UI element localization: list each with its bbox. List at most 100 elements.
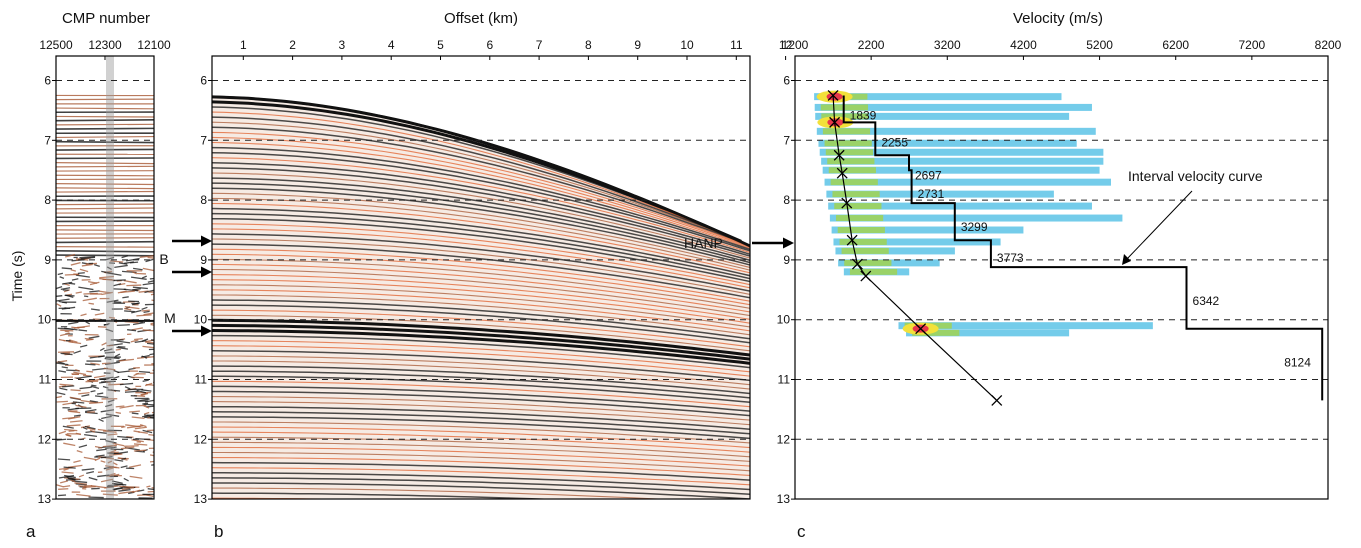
panel-b-y-ticks: 6 7 8 9 10 11 12 13 [194, 74, 212, 506]
x-tick-label: 2200 [858, 38, 885, 52]
y-tick-label: 8 [200, 193, 207, 207]
panel-b-x-ticks: 1 2 3 4 5 6 7 8 9 10 11 12 [240, 38, 793, 60]
y-tick-label: 11 [39, 373, 52, 387]
interval-velocity-label: 2697 [915, 168, 942, 182]
y-tick-label: 13 [777, 492, 791, 506]
semblance-peak [822, 128, 871, 135]
y-axis-label: Time (s) [9, 251, 25, 302]
x-tick-label: 9 [634, 38, 641, 52]
semblance-band [906, 329, 1070, 337]
semblance-peak [835, 215, 884, 222]
semblance-band [833, 238, 1001, 246]
hanp-arrow [752, 237, 794, 249]
velocity-pick-line [832, 95, 998, 401]
panel-b-frame [211, 55, 751, 500]
y-tick-label: 13 [194, 492, 208, 506]
y-tick-label: 9 [783, 253, 790, 267]
interval-velocity-label: 1839 [850, 108, 877, 122]
annotation-b: B [159, 251, 168, 267]
panel-b-title: Offset (km) [444, 10, 518, 27]
panel-c-x-ticks: 1200 2200 3200 4200 5200 6200 7200 8200 [782, 38, 1342, 60]
velocity-picks [827, 89, 1003, 406]
semblance-peak [839, 238, 887, 245]
panel-a-seismic [56, 94, 154, 499]
semblance-peak [821, 113, 869, 120]
panel-a-gridlines [56, 80, 154, 440]
panel-c-frame [794, 55, 1329, 500]
y-tick-label: 10 [38, 313, 52, 327]
y-tick-label: 6 [783, 74, 790, 88]
semblance-peak [844, 259, 892, 266]
y-tick-label: 12 [194, 432, 208, 446]
panel-a-highlight-trace [106, 56, 114, 499]
x-tick-label: 6200 [1162, 38, 1189, 52]
velocity-pick-marker [846, 234, 858, 246]
panel-a-title: CMP number [62, 10, 150, 27]
y-tick-label: 10 [194, 313, 208, 327]
semblance-band [835, 247, 955, 255]
x-tick-label: 5 [437, 38, 444, 52]
semblance-band [826, 190, 1054, 198]
semblance-band [821, 157, 1104, 165]
y-tick-label: 10 [777, 313, 791, 327]
panel-c-y-ticks: 6 7 8 9 10 11 12 13 [777, 74, 795, 506]
x-tick-label: 12100 [137, 38, 171, 52]
curve-label-pointer [1122, 190, 1193, 265]
y-tick-label: 7 [44, 133, 51, 147]
interval-velocity-label: 3773 [997, 251, 1024, 265]
x-tick-label: 5200 [1086, 38, 1113, 52]
interval-velocity-label: 3299 [961, 220, 988, 234]
velocity-pick-marker [915, 323, 927, 335]
y-tick-label: 6 [44, 74, 51, 88]
y-tick-label: 11 [778, 373, 791, 387]
y-tick-label: 6 [200, 74, 207, 88]
annotation-m: M [164, 310, 176, 326]
velocity-pick-marker [860, 270, 872, 282]
semblance-band [815, 112, 1070, 120]
semblance-band [818, 139, 1077, 147]
semblance-band [816, 127, 1096, 135]
velocity-pick-marker [841, 197, 853, 209]
panel-b-seismic [212, 95, 750, 499]
interval-velocity-curve [842, 95, 1324, 401]
panel-c-title: Velocity (m/s) [1013, 10, 1103, 27]
x-tick-label: 8200 [1315, 38, 1342, 52]
velocity-pick-marker [833, 149, 845, 161]
x-tick-label: 10 [680, 38, 694, 52]
reflector-arrow-b [172, 266, 212, 278]
panel-a-y-ticks: 6 7 8 9 10 11 12 13 [38, 74, 56, 506]
panel-b-gridlines [212, 80, 750, 440]
panel-c-letter: c [797, 522, 806, 541]
semblance-band [814, 103, 1092, 111]
semblance-band [824, 178, 1111, 186]
semblance-peak [912, 329, 960, 336]
velocity-pick-marker [829, 116, 841, 128]
interval-velocity-label: 6342 [1193, 294, 1220, 308]
semblance-peak [825, 149, 874, 156]
semblance-band [822, 166, 1100, 174]
y-tick-label: 8 [44, 193, 51, 207]
panel-c: 1839 2255 2697 2731 3299 3773 6342 8124 1200 220… [684, 38, 1342, 506]
panel-a: 12500 12300 12100 6 7 8 9 10 11 12 13 [38, 38, 171, 506]
x-tick-label: 7 [536, 38, 543, 52]
semblance-band [898, 322, 1153, 330]
y-tick-label: 9 [44, 253, 51, 267]
semblance-band [819, 148, 1104, 156]
velocity-pick-marker [851, 258, 863, 270]
y-tick-label: 13 [38, 492, 52, 506]
semblance-peak [837, 227, 885, 233]
x-tick-label: 6 [486, 38, 493, 52]
semblance-band [831, 226, 1024, 234]
x-tick-label: 7200 [1239, 38, 1266, 52]
semblance-band [814, 93, 1062, 101]
semblance-peak [834, 203, 882, 210]
y-tick-label: 9 [200, 253, 207, 267]
panel-a-letter: a [26, 522, 36, 541]
interval-velocity-curve-label: Interval velocity curve [1128, 168, 1263, 184]
y-tick-label: 12 [38, 432, 52, 446]
y-tick-label: 11 [195, 373, 208, 387]
x-tick-label: 4 [388, 38, 395, 52]
semblance-peak [841, 247, 889, 254]
x-tick-label: 11 [730, 38, 743, 52]
